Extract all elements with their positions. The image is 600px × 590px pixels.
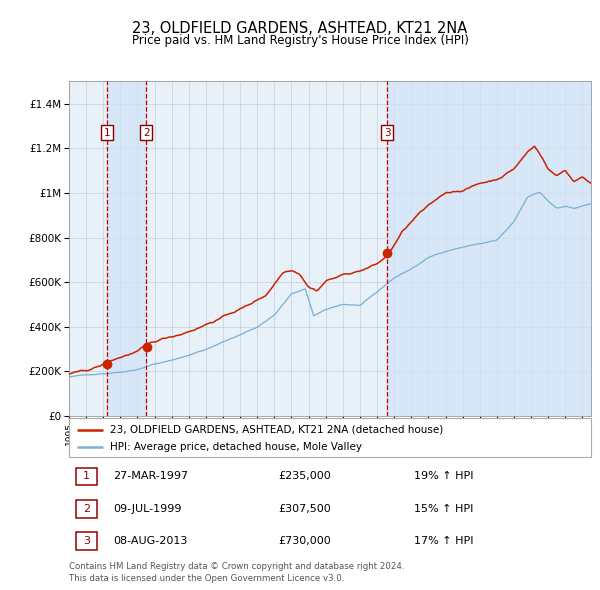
Text: 2: 2 xyxy=(143,127,149,137)
Text: 23, OLDFIELD GARDENS, ASHTEAD, KT21 2NA: 23, OLDFIELD GARDENS, ASHTEAD, KT21 2NA xyxy=(133,21,467,35)
Text: 08-AUG-2013: 08-AUG-2013 xyxy=(113,536,188,546)
Text: 3: 3 xyxy=(384,127,391,137)
Bar xyxy=(388,81,591,416)
Text: 27-MAR-1997: 27-MAR-1997 xyxy=(113,471,188,481)
Bar xyxy=(76,532,97,550)
Text: 1: 1 xyxy=(104,127,110,137)
Bar xyxy=(76,500,97,518)
Bar xyxy=(107,81,146,416)
Text: £730,000: £730,000 xyxy=(278,536,331,546)
Text: 09-JUL-1999: 09-JUL-1999 xyxy=(113,504,182,514)
Text: 2: 2 xyxy=(83,504,90,514)
Text: HPI: Average price, detached house, Mole Valley: HPI: Average price, detached house, Mole… xyxy=(110,442,362,453)
Bar xyxy=(76,467,97,486)
Text: This data is licensed under the Open Government Licence v3.0.: This data is licensed under the Open Gov… xyxy=(69,574,344,583)
Text: 17% ↑ HPI: 17% ↑ HPI xyxy=(413,536,473,546)
Text: £307,500: £307,500 xyxy=(278,504,331,514)
Text: 3: 3 xyxy=(83,536,90,546)
Text: 23, OLDFIELD GARDENS, ASHTEAD, KT21 2NA (detached house): 23, OLDFIELD GARDENS, ASHTEAD, KT21 2NA … xyxy=(110,425,443,435)
Text: 15% ↑ HPI: 15% ↑ HPI xyxy=(413,504,473,514)
Text: Price paid vs. HM Land Registry's House Price Index (HPI): Price paid vs. HM Land Registry's House … xyxy=(131,34,469,47)
Text: Contains HM Land Registry data © Crown copyright and database right 2024.: Contains HM Land Registry data © Crown c… xyxy=(69,562,404,571)
Text: 19% ↑ HPI: 19% ↑ HPI xyxy=(413,471,473,481)
Text: £235,000: £235,000 xyxy=(278,471,331,481)
Text: 1: 1 xyxy=(83,471,90,481)
